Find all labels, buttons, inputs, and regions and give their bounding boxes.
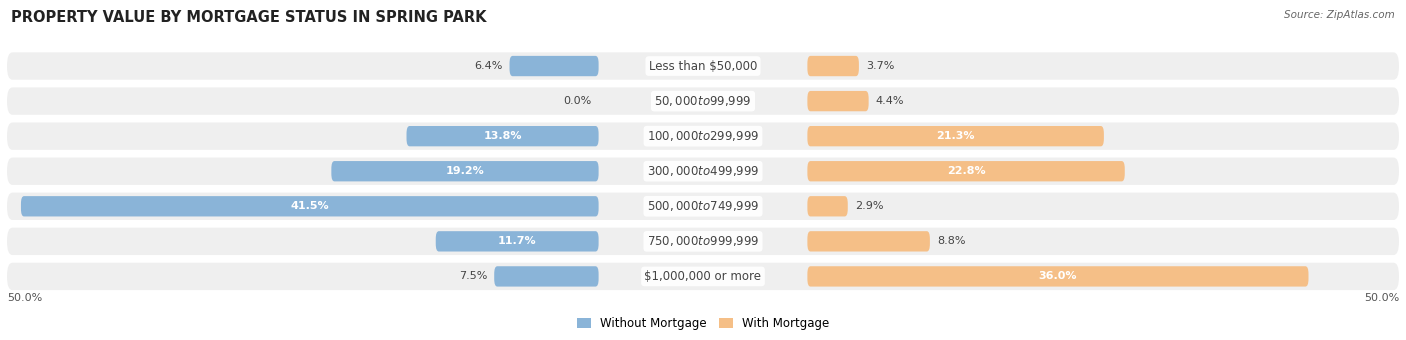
- FancyBboxPatch shape: [807, 196, 848, 217]
- Text: Source: ZipAtlas.com: Source: ZipAtlas.com: [1284, 10, 1395, 20]
- Text: 50.0%: 50.0%: [1364, 293, 1399, 303]
- FancyBboxPatch shape: [495, 266, 599, 287]
- Text: $1,000,000 or more: $1,000,000 or more: [644, 270, 762, 283]
- Text: $100,000 to $299,999: $100,000 to $299,999: [647, 129, 759, 143]
- FancyBboxPatch shape: [7, 228, 1399, 255]
- Text: 21.3%: 21.3%: [936, 131, 974, 141]
- FancyBboxPatch shape: [807, 231, 929, 252]
- Text: $50,000 to $99,999: $50,000 to $99,999: [654, 94, 752, 108]
- FancyBboxPatch shape: [7, 193, 1399, 220]
- FancyBboxPatch shape: [807, 161, 1125, 182]
- FancyBboxPatch shape: [7, 87, 1399, 115]
- FancyBboxPatch shape: [21, 196, 599, 217]
- FancyBboxPatch shape: [332, 161, 599, 182]
- Text: PROPERTY VALUE BY MORTGAGE STATUS IN SPRING PARK: PROPERTY VALUE BY MORTGAGE STATUS IN SPR…: [11, 10, 486, 25]
- Text: $500,000 to $749,999: $500,000 to $749,999: [647, 199, 759, 213]
- Text: 11.7%: 11.7%: [498, 236, 537, 246]
- FancyBboxPatch shape: [436, 231, 599, 252]
- Text: 3.7%: 3.7%: [866, 61, 894, 71]
- Text: 8.8%: 8.8%: [936, 236, 966, 246]
- Text: 41.5%: 41.5%: [291, 201, 329, 211]
- Text: $300,000 to $499,999: $300,000 to $499,999: [647, 164, 759, 178]
- Text: Less than $50,000: Less than $50,000: [648, 59, 758, 72]
- FancyBboxPatch shape: [807, 126, 1104, 146]
- FancyBboxPatch shape: [7, 122, 1399, 150]
- FancyBboxPatch shape: [406, 126, 599, 146]
- Text: 0.0%: 0.0%: [564, 96, 592, 106]
- Text: 2.9%: 2.9%: [855, 201, 883, 211]
- FancyBboxPatch shape: [509, 56, 599, 76]
- FancyBboxPatch shape: [807, 56, 859, 76]
- FancyBboxPatch shape: [7, 263, 1399, 290]
- Text: 7.5%: 7.5%: [458, 271, 488, 282]
- Text: 6.4%: 6.4%: [474, 61, 502, 71]
- FancyBboxPatch shape: [7, 157, 1399, 185]
- FancyBboxPatch shape: [7, 52, 1399, 80]
- Text: 13.8%: 13.8%: [484, 131, 522, 141]
- Text: $750,000 to $999,999: $750,000 to $999,999: [647, 234, 759, 248]
- Text: 22.8%: 22.8%: [946, 166, 986, 176]
- Text: 36.0%: 36.0%: [1039, 271, 1077, 282]
- FancyBboxPatch shape: [807, 91, 869, 111]
- Text: 19.2%: 19.2%: [446, 166, 484, 176]
- Legend: Without Mortgage, With Mortgage: Without Mortgage, With Mortgage: [572, 312, 834, 335]
- FancyBboxPatch shape: [807, 266, 1309, 287]
- Text: 4.4%: 4.4%: [876, 96, 904, 106]
- Text: 50.0%: 50.0%: [7, 293, 42, 303]
